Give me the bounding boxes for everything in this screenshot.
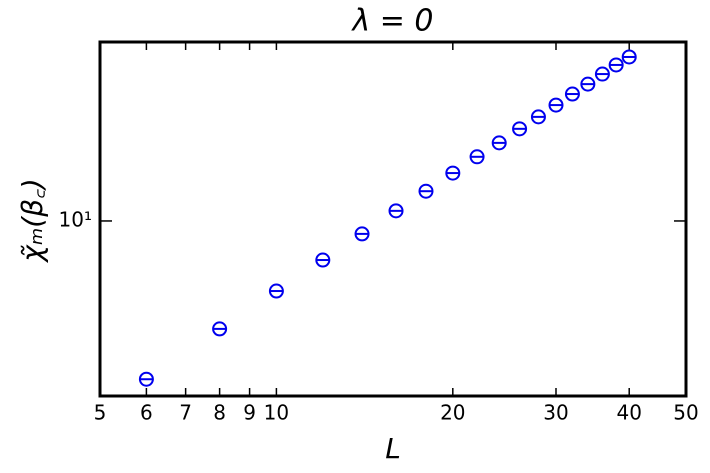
x-tick-label: 20 <box>440 401 465 425</box>
point <box>388 203 404 219</box>
point <box>469 149 485 165</box>
x-tick-label: 50 <box>673 401 698 425</box>
x-tick-label: 10 <box>264 401 289 425</box>
point <box>445 165 461 181</box>
point <box>354 226 370 242</box>
point <box>268 283 284 299</box>
x-tick-label: 9 <box>243 401 256 425</box>
x-tick-label: 40 <box>616 401 641 425</box>
y-axis-label: χ̃ₘ(β꜀) <box>16 178 49 263</box>
x-tick-label: 7 <box>179 401 192 425</box>
point <box>530 109 546 125</box>
point <box>512 121 528 137</box>
x-tick-label: 30 <box>543 401 568 425</box>
chart-title: λ = 0 <box>350 4 433 39</box>
x-tick-label: 5 <box>94 401 107 425</box>
point <box>418 183 434 199</box>
y-tick-label: 10¹ <box>59 207 92 231</box>
point <box>580 76 596 92</box>
plot-frame <box>98 40 688 398</box>
point <box>564 86 580 102</box>
point <box>608 57 624 73</box>
x-tick-label: 8 <box>213 401 226 425</box>
point <box>594 66 610 82</box>
x-tick-label: 6 <box>140 401 153 425</box>
point <box>621 49 637 65</box>
point <box>491 135 507 151</box>
point <box>548 97 564 113</box>
x-axis-label: L <box>385 432 401 465</box>
point <box>138 371 154 387</box>
point <box>212 321 228 337</box>
point <box>315 252 331 268</box>
